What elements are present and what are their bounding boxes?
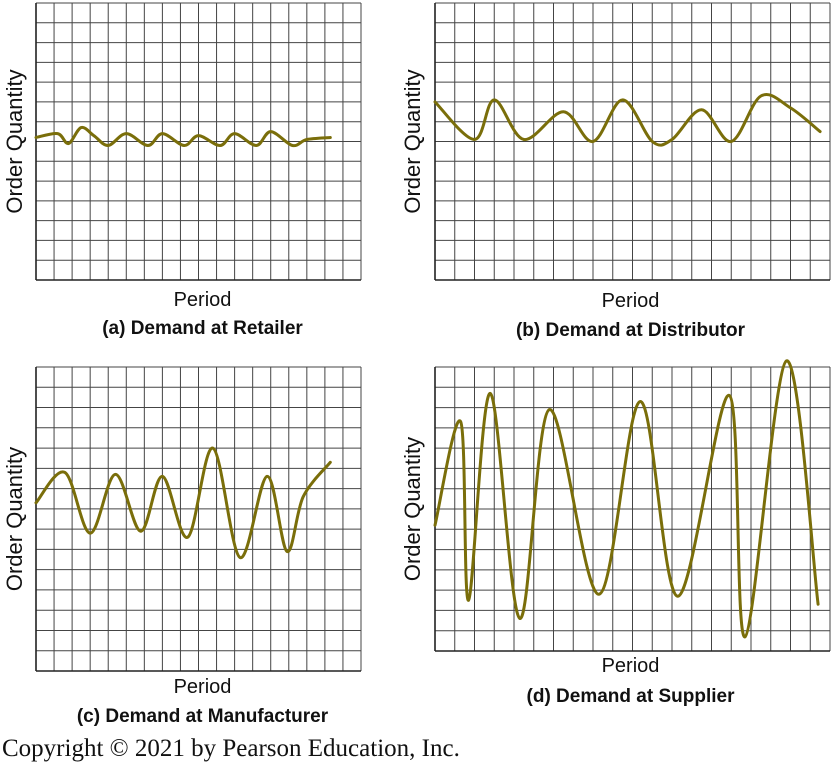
y-axis-label: Order Quantity (400, 437, 425, 581)
grid (36, 2, 362, 280)
x-axis-label: Period (174, 676, 232, 698)
chart-panel-2: Order Quantity Period (b) Demand at Distri… (400, 2, 831, 341)
copyright-text: Copyright © 2021 by Pearson Education, I… (2, 735, 460, 762)
demand-series-line (34, 446, 332, 560)
x-axis-label: Period (174, 289, 232, 311)
x-axis-label: Period (602, 655, 660, 677)
grid (36, 366, 362, 671)
chart-panel-1: Order Quantity Period (a) Demand at Retail… (2, 2, 362, 339)
x-axis-label: Period (602, 290, 660, 312)
panel-caption: (c) Demand at Manufacturer (77, 706, 329, 727)
demand-series-line (34, 125, 332, 148)
y-axis-label: Order Quantity (2, 447, 27, 591)
demand-series-line (433, 93, 822, 147)
panel-caption: (a) Demand at Retailer (102, 318, 303, 339)
y-axis-label: Order Quantity (400, 69, 425, 213)
chart-panel-4: Order Quantity Period (d) Demand at Suppli… (400, 359, 831, 707)
grid (435, 2, 831, 280)
chart-panel-3: Order Quantity Period (c) Demand at Manufa… (2, 366, 362, 727)
panel-caption: (d) Demand at Supplier (527, 686, 736, 707)
panel-caption: (b) Demand at Distributor (516, 320, 746, 341)
y-axis-label: Order Quantity (2, 69, 27, 213)
demand-series-line (433, 359, 820, 639)
